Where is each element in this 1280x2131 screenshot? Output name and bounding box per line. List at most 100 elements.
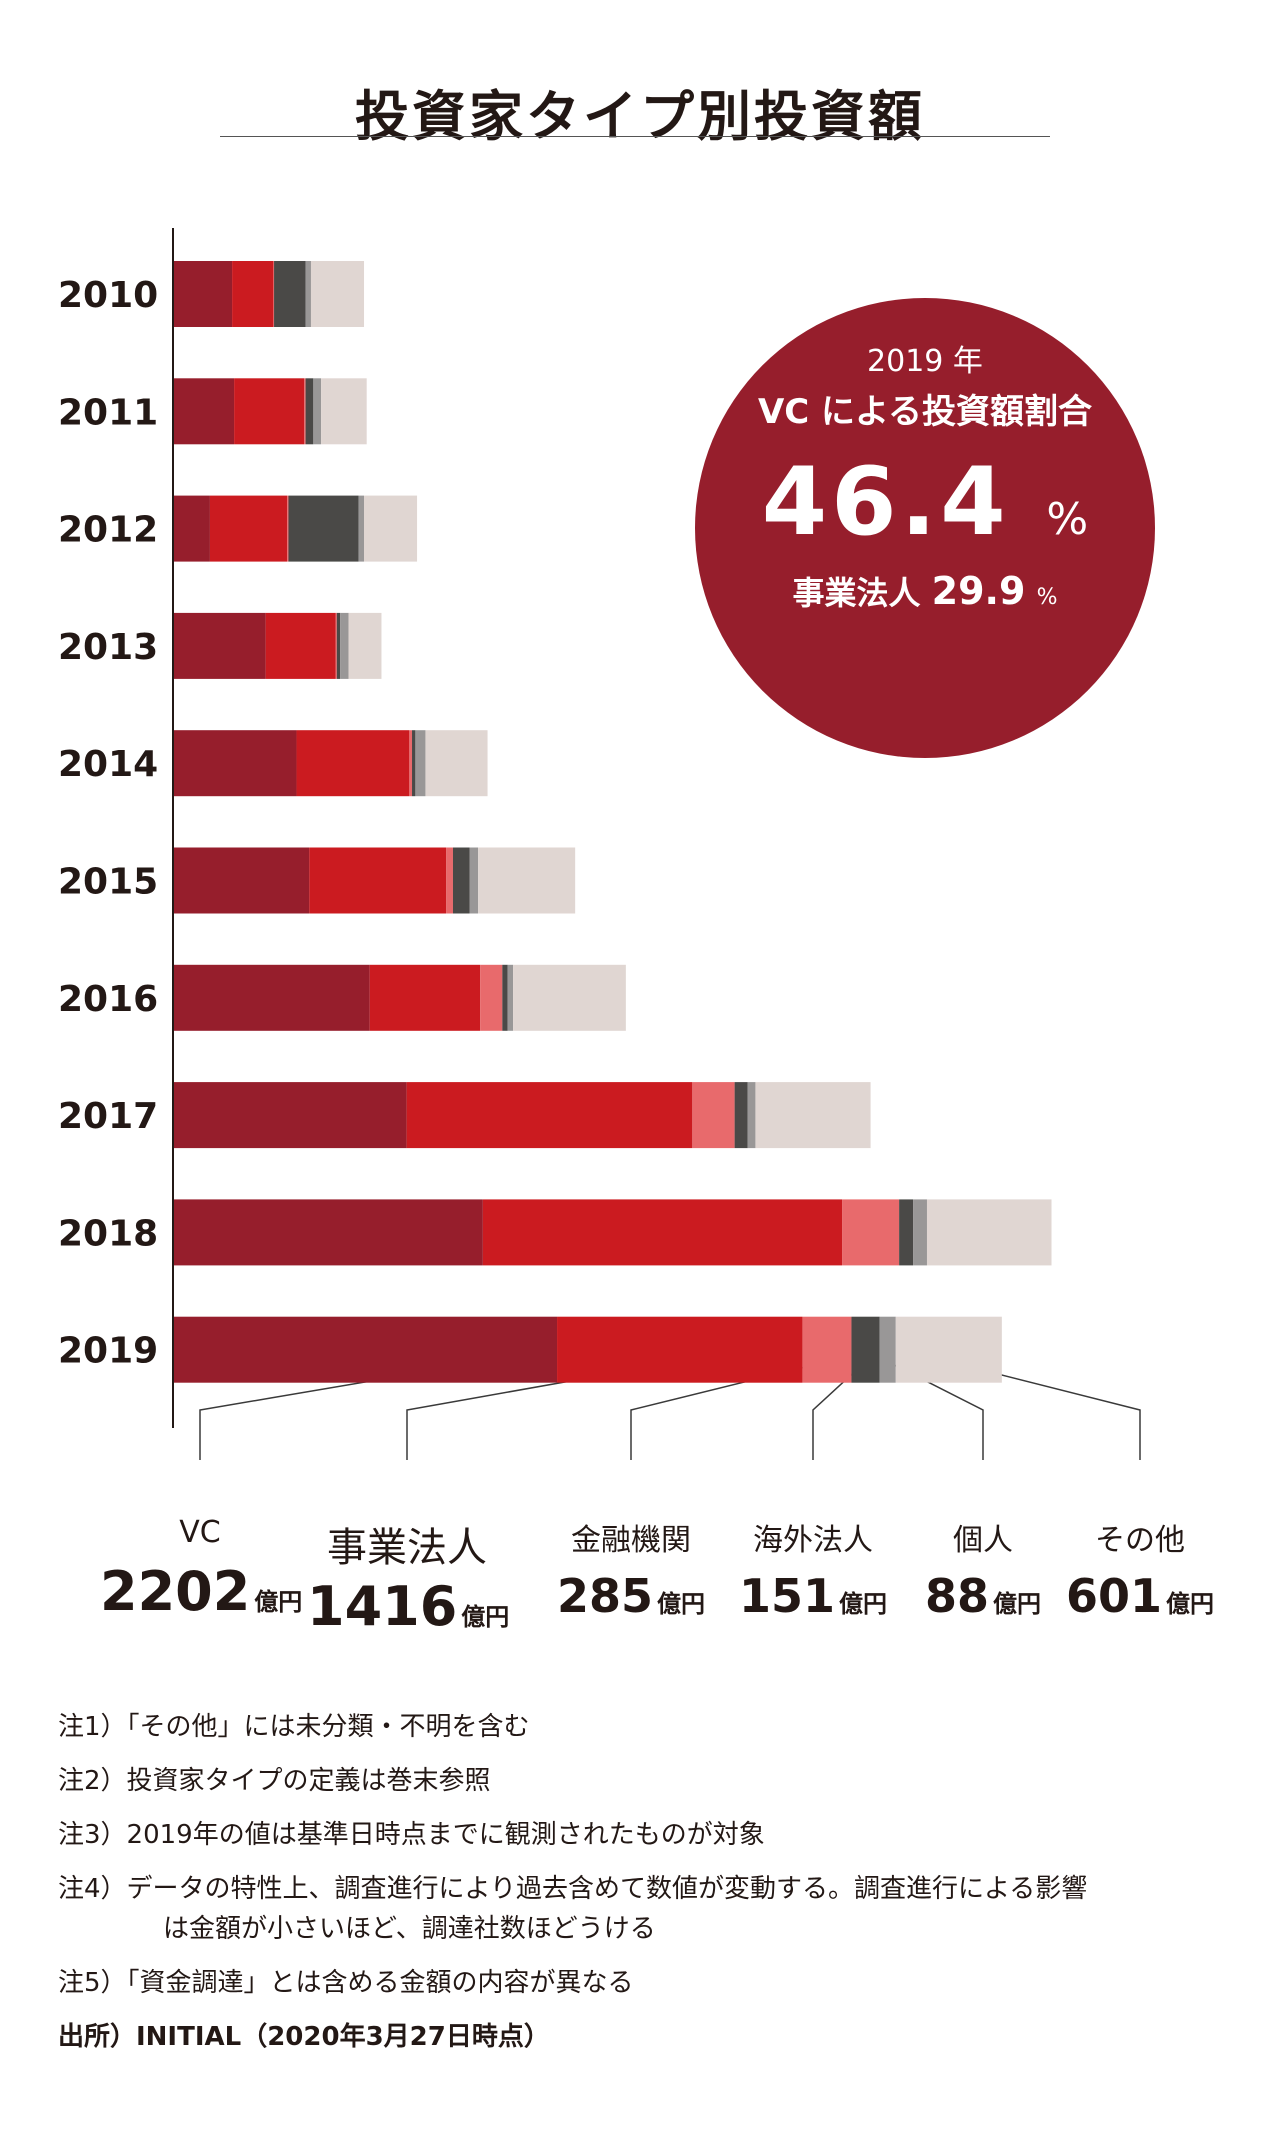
bar-2012-corporate <box>209 495 288 562</box>
bar-2017-financial <box>692 1082 735 1149</box>
bar-2017-corporate <box>406 1082 693 1149</box>
callout-sub: 事業法人 29.9 % <box>695 568 1155 614</box>
bar-2012-vc <box>173 495 210 562</box>
bar-2013-corporate <box>265 612 336 679</box>
note-5: 注5）「資金調達」とは含める金額の内容が異なる <box>58 1968 634 1998</box>
year-label-2010: 2010 <box>58 275 158 316</box>
year-label-2014: 2014 <box>58 744 158 785</box>
callout-sub-value: 29.9 <box>931 569 1026 613</box>
callout-value-unit: % <box>1046 494 1089 545</box>
chart-title: 投資家タイプ別投資額 <box>355 85 925 148</box>
legend-value: 151 <box>738 1569 836 1623</box>
bar-2015-financial <box>446 847 453 914</box>
year-label-2016: 2016 <box>58 979 158 1020</box>
bar-2013-overseas <box>336 612 341 679</box>
legend-label: 海外法人 <box>753 1523 873 1558</box>
bar-2019-individual <box>879 1316 896 1383</box>
legend-value: 285 <box>556 1569 654 1623</box>
bar-2011-individual <box>313 378 322 445</box>
bar-2019-financial <box>802 1316 852 1383</box>
bar-2014-other <box>425 730 488 797</box>
bar-2019-other <box>895 1316 1002 1383</box>
bar-2018-financial <box>842 1199 900 1266</box>
legend-unit: 億円 <box>839 1590 888 1618</box>
legend-corporate: 事業法人 1416 億円 <box>307 1515 510 1638</box>
bar-2014-individual <box>415 730 426 797</box>
bar-2014-overseas <box>412 730 416 797</box>
title-underline <box>220 136 1050 137</box>
legend-label: 事業法人 <box>327 1525 487 1571</box>
bar-2013-other <box>348 612 382 679</box>
bar-2018-vc <box>173 1199 483 1266</box>
callout-value: 46.4 % <box>695 448 1155 557</box>
note-2: 注2）投資家タイプの定義は巻末参照 <box>58 1766 491 1796</box>
note-4-continued: は金額が小さいほど、調達社数ほどうける <box>163 1914 656 1944</box>
bar-2015-individual <box>469 847 479 914</box>
bar-2016-vc <box>173 964 370 1031</box>
bar-2015-corporate <box>309 847 447 914</box>
bar-2016-other <box>513 964 626 1031</box>
bar-2018-corporate <box>482 1199 843 1266</box>
legend-label: VC <box>179 1515 221 1550</box>
legend-value: 601 <box>1065 1569 1163 1623</box>
bar-2019-vc <box>173 1316 558 1383</box>
bar-2017-individual <box>747 1082 756 1149</box>
legend-unit: 億円 <box>461 1603 510 1631</box>
stacked-bar-chart: 2010 2011 2012 2013 2014 2015 2016 2017 2018 2019 <box>58 228 1141 1460</box>
legend-overseas: 海外法人 151 億円 <box>713 1515 913 1623</box>
legend-vc: VC 2202 億円 <box>100 1515 303 1623</box>
bar-2011-vc <box>173 378 235 445</box>
bar-2018-overseas <box>899 1199 914 1266</box>
bar-2016-individual <box>507 964 514 1031</box>
year-label-2018: 2018 <box>58 1213 158 1254</box>
bar-2011-financial <box>304 378 306 445</box>
bar-2017-overseas <box>734 1082 748 1149</box>
bar-2010-individual <box>305 261 311 327</box>
year-label-2015: 2015 <box>58 862 158 903</box>
bar-2011-overseas <box>305 378 314 445</box>
callout-value-number: 46.4 <box>761 448 1010 557</box>
bar-2012-other <box>364 495 418 562</box>
bar-2013-vc <box>173 612 266 679</box>
footnotes: 注1）「その他」には未分類・不明を含む 注2）投資家タイプの定義は巻末参照 注3… <box>58 1700 1258 2064</box>
bar-2010-corporate <box>232 261 274 327</box>
bar-2010-other <box>310 261 365 327</box>
legend-other: その他 601 億円 <box>1040 1515 1240 1623</box>
note-1: 注1）「その他」には未分類・不明を含む <box>58 1712 530 1742</box>
year-label-2017: 2017 <box>58 1096 158 1137</box>
bar-2016-financial <box>480 964 503 1031</box>
legend-value: 1416 <box>307 1575 458 1638</box>
bar-2012-overseas <box>288 495 359 562</box>
bar-2015-other <box>478 847 576 914</box>
callout-sub-unit: % <box>1036 585 1058 610</box>
source-note: 出所）INITIAL（2020年3月27日時点） <box>58 2022 550 2052</box>
bar-2015-vc <box>173 847 310 914</box>
bar-2018-other <box>926 1199 1052 1266</box>
bar-2013-individual <box>340 612 349 679</box>
bar-2010-overseas <box>274 261 306 327</box>
year-label-2012: 2012 <box>58 510 158 551</box>
year-label-2013: 2013 <box>58 627 158 668</box>
bar-2014-financial <box>409 730 413 797</box>
bar-2017-vc <box>173 1082 407 1149</box>
callout-year: 2019 年 <box>867 344 983 379</box>
callout-heading: VC による投資額割合 <box>757 392 1093 432</box>
bar-2018-individual <box>913 1199 927 1266</box>
legend-unit: 億円 <box>993 1590 1041 1618</box>
leader-line-other <box>948 1360 1141 1460</box>
legend-label: 個人 <box>953 1523 1013 1558</box>
legend-value: 88 <box>924 1569 989 1623</box>
bar-2016-corporate <box>369 964 481 1031</box>
bar-2014-corporate <box>296 730 410 797</box>
bar-2010-vc <box>173 261 233 327</box>
legend-unit: 億円 <box>1166 1590 1215 1618</box>
legend-individual: 個人 88 億円 <box>883 1515 1083 1623</box>
legend-label: 金融機関 <box>571 1523 691 1558</box>
bar-2016-overseas <box>502 964 508 1031</box>
bar-2010-financial <box>273 261 275 327</box>
legend-unit: 億円 <box>254 1588 303 1616</box>
note-3: 注3）2019年の値は基準日時点までに観測されたものが対象 <box>58 1820 765 1850</box>
year-label-2019: 2019 <box>58 1331 158 1372</box>
year-label-2011: 2011 <box>58 392 158 433</box>
vc-share-callout: 2019 年 VC による投資額割合 46.4 % 事業法人 29.9 % <box>695 298 1155 758</box>
